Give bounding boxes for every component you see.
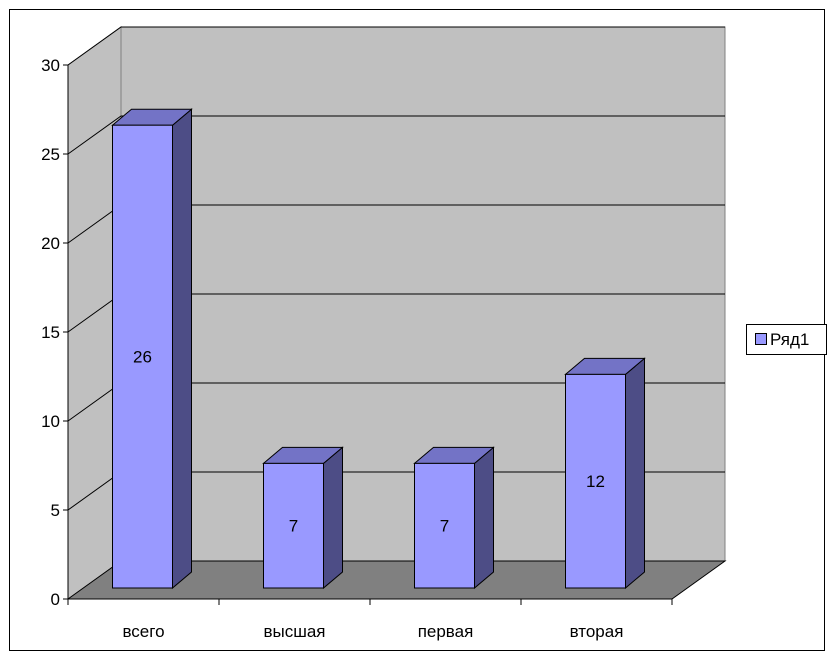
legend: Ряд1 xyxy=(746,324,827,355)
data-labels: 26 7 7 12 xyxy=(133,348,605,536)
bar xyxy=(564,357,646,590)
bar-side xyxy=(172,108,192,590)
bars xyxy=(111,108,646,590)
data-label: 26 xyxy=(133,348,152,367)
legend-label: Ряд1 xyxy=(770,330,809,349)
bar-side xyxy=(323,446,343,590)
x-tick-label: первая xyxy=(418,622,474,641)
data-label: 7 xyxy=(440,517,449,536)
x-tick-label: всего xyxy=(122,622,164,641)
y-tick-label: 20 xyxy=(41,234,60,253)
data-label: 7 xyxy=(289,517,298,536)
bar xyxy=(413,446,495,590)
legend-swatch xyxy=(755,333,767,345)
y-tick-label: 5 xyxy=(51,501,60,520)
y-tick-label: 10 xyxy=(41,412,60,431)
y-tick-label: 30 xyxy=(41,56,60,75)
x-tick-label: высшая xyxy=(263,622,325,641)
bar-side xyxy=(625,357,645,590)
x-tick-label: вторая xyxy=(570,622,624,641)
bar-front xyxy=(565,373,626,589)
gridline xyxy=(67,26,725,66)
data-label: 12 xyxy=(586,472,605,491)
bar-front xyxy=(414,462,475,589)
y-tick-label: 25 xyxy=(41,145,60,164)
bar-front xyxy=(112,124,173,589)
bar-front xyxy=(263,462,324,589)
y-tick-label: 0 xyxy=(51,590,60,609)
bar xyxy=(262,446,344,590)
gridline xyxy=(67,115,725,155)
bar xyxy=(111,108,193,590)
y-tick-label: 15 xyxy=(41,323,60,342)
bar-side xyxy=(474,446,494,590)
x-axis-ticks: всего высшая первая вторая xyxy=(67,599,673,641)
y-axis-ticks: 0 5 10 15 20 25 30 xyxy=(41,56,68,609)
